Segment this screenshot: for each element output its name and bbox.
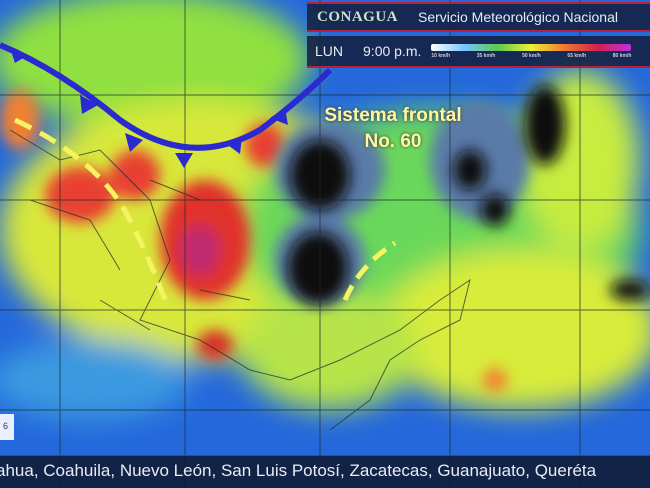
news-ticker: ahua, Coahuila, Nuevo León, San Luis Pot…: [0, 455, 650, 488]
front-label-line1: Sistema frontal: [324, 105, 462, 126]
legend-label: 50 km/h: [522, 52, 541, 59]
legend-label: 80 km/h: [612, 52, 632, 59]
trough-line-east: [342, 240, 397, 301]
front-label: Sistema frontal No. 60: [308, 103, 478, 155]
legend-label: 10 km/h: [431, 52, 451, 59]
time-label: 9:00 p.m.: [363, 43, 422, 59]
header-bar: CONAGUA Servicio Meteorológico Nacional: [307, 2, 650, 32]
service-title: Servicio Meteorológico Nacional: [418, 9, 618, 25]
wind-speed-legend: 10 km/h 35 km/h 50 km/h 65 km/h 80 km/h: [431, 43, 632, 59]
legend-gradient: [431, 43, 632, 51]
side-tab: 6: [0, 414, 14, 440]
time-legend-bar: LUN 9:00 p.m. 10 km/h 35 km/h 50 km/h 65…: [307, 36, 650, 68]
day-label: LUN: [315, 43, 344, 59]
conagua-logo: CONAGUA: [317, 8, 398, 25]
front-label-line2: No. 60: [364, 131, 422, 152]
legend-label: 35 km/h: [476, 52, 496, 59]
trough-line-west: [13, 117, 168, 301]
cold-front-line: [0, 42, 333, 151]
legend-label: 65 km/h: [567, 52, 587, 59]
